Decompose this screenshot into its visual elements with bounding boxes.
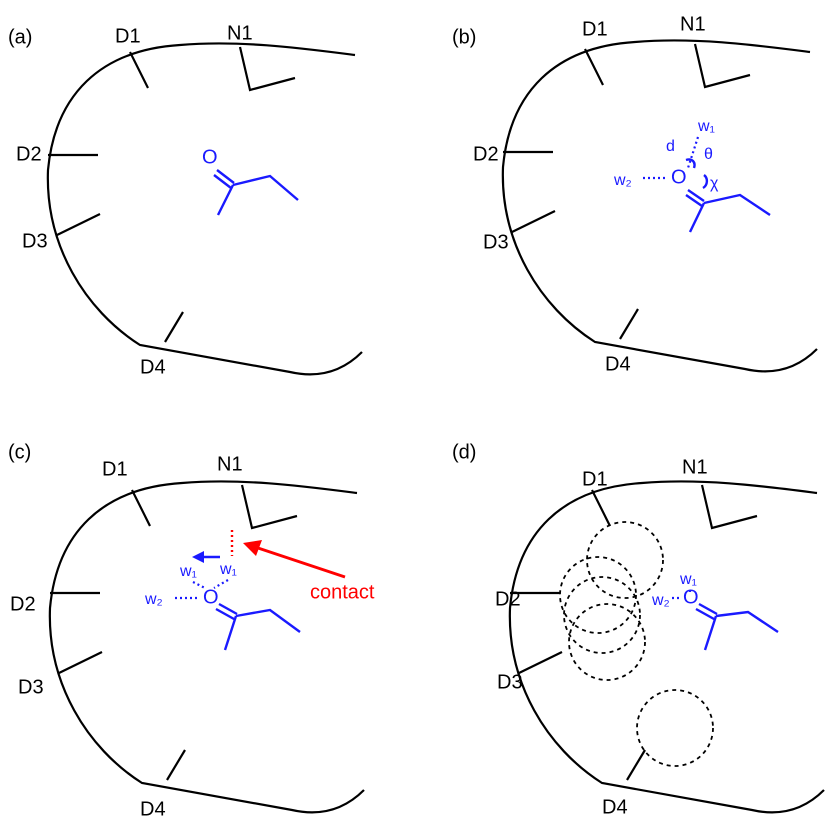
site: D4 [605,353,631,375]
panel-a: (a) D1 N1 D2 D3 D4 O [8,22,362,378]
site: D2 [10,593,36,615]
pocket [510,481,824,812]
site: D2 [16,143,42,165]
panel-label: (b) [452,26,476,48]
atom: w₂ [144,591,163,608]
probe-circle [564,577,640,653]
site: D1 [102,458,128,480]
contact-line [193,582,205,588]
site: D4 [602,796,628,818]
panel-c: (c) D1 N1 D2 D3 D4 w₁ w₁ w₂ O contact [8,441,375,820]
pocket [48,43,362,374]
pocket [50,481,364,812]
site: N1 [682,456,708,478]
probe-circle [587,522,663,598]
pocket [503,40,817,371]
arrow [258,548,345,577]
site: D3 [18,676,44,698]
annotation: θ [704,146,713,163]
site: D3 [22,230,48,252]
probe-circle [560,557,636,633]
atom: w₁ [697,118,715,135]
atom: w₂ [651,592,670,609]
contact-line [688,137,698,168]
panel-label: (d) [452,441,476,463]
site: N1 [680,13,706,35]
atom: w₁ [219,561,237,578]
site: D3 [497,671,523,693]
site: D4 [140,798,166,820]
probe-circle [637,690,713,766]
arrow-head [192,551,204,563]
site: D2 [495,588,521,610]
annotation: d [666,138,675,155]
atom: w₁ [179,563,197,580]
annotation: χ [710,175,719,192]
annotation: contact [310,581,375,603]
site: D1 [582,468,608,490]
molecule [214,170,298,215]
atom: O [202,146,218,168]
panel-label: (c) [8,441,31,463]
probe-circle [569,604,645,680]
site: N1 [227,22,253,44]
molecule [696,604,778,650]
atom: O [683,586,699,608]
site: D1 [115,25,141,47]
atom: O [671,166,687,188]
panel-b: (b) D1 N1 D2 D3 D4 w₁ d θ w₂ O χ [452,13,817,375]
site: N1 [217,453,243,475]
site: D3 [483,231,509,253]
panel-d: (d) D1 N1 D2 D3 D4 w₁ w₂ O [452,441,824,818]
atom: w₂ [613,172,632,189]
diagram: (a) D1 N1 D2 D3 D4 O (b) D1 N1 D2 D3 D4 … [0,0,838,826]
molecule [686,159,770,232]
site: D4 [140,356,166,378]
site: D1 [582,18,608,40]
panel-label: (a) [8,26,32,48]
atom: O [203,586,219,608]
molecule [216,604,300,650]
site: D2 [473,143,499,165]
